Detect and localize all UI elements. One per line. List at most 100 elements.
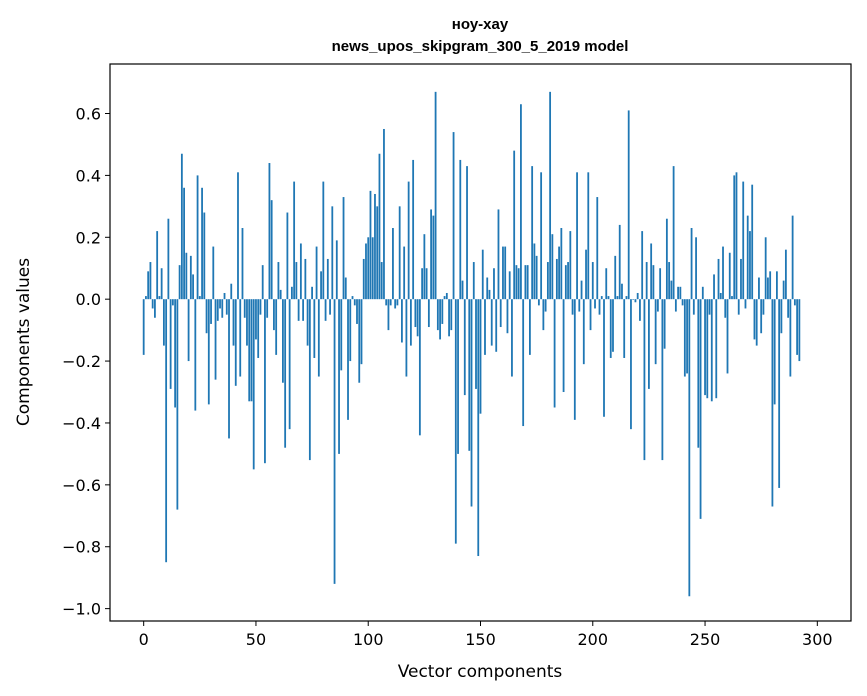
y-tick-label: −0.2 bbox=[62, 352, 101, 371]
bar-97 bbox=[360, 299, 363, 365]
bar-39 bbox=[230, 283, 233, 300]
bar-226 bbox=[650, 243, 653, 300]
bar-190 bbox=[569, 231, 572, 300]
bar-9 bbox=[162, 299, 165, 346]
bar-277 bbox=[764, 237, 767, 300]
bar-119 bbox=[409, 299, 412, 346]
bar-189 bbox=[567, 262, 569, 300]
bar-127 bbox=[427, 299, 430, 328]
bar-169 bbox=[522, 299, 525, 427]
bar-116 bbox=[403, 246, 406, 300]
bar-228 bbox=[654, 299, 657, 365]
bar-148 bbox=[475, 299, 477, 389]
bar-88 bbox=[340, 299, 343, 371]
bar-41 bbox=[234, 299, 237, 386]
bar-74 bbox=[308, 299, 311, 461]
bar-260 bbox=[726, 299, 729, 374]
bar-69 bbox=[297, 299, 300, 321]
bar-107 bbox=[383, 128, 385, 300]
bar-52 bbox=[259, 299, 262, 315]
bar-89 bbox=[342, 197, 345, 300]
bar-227 bbox=[652, 265, 655, 300]
bar-28 bbox=[205, 299, 208, 334]
bar-207 bbox=[607, 296, 610, 300]
bar-31 bbox=[212, 246, 215, 300]
bar-105 bbox=[378, 153, 381, 300]
bar-153 bbox=[486, 277, 489, 300]
bar-180 bbox=[546, 262, 549, 300]
bar-242 bbox=[686, 299, 688, 374]
bar-85 bbox=[333, 299, 336, 584]
bar-24 bbox=[196, 175, 199, 300]
plot-frame bbox=[109, 63, 852, 622]
bar-36 bbox=[223, 292, 226, 300]
bar-118 bbox=[407, 181, 410, 300]
bar-103 bbox=[374, 193, 376, 300]
y-tick-label: 0.4 bbox=[76, 166, 101, 185]
bar-247 bbox=[697, 299, 700, 448]
y-tick-label: −1.0 bbox=[62, 600, 101, 619]
bar-218 bbox=[632, 299, 635, 300]
bar-215 bbox=[625, 296, 628, 300]
bar-22 bbox=[192, 274, 194, 300]
bar-162 bbox=[506, 299, 509, 334]
x-tick-label: 0 bbox=[139, 630, 149, 649]
bar-35 bbox=[221, 299, 224, 318]
bar-263 bbox=[733, 175, 736, 300]
bar-271 bbox=[751, 184, 754, 300]
y-tick-label: −0.8 bbox=[62, 538, 101, 557]
bar-135 bbox=[445, 292, 448, 300]
bar-80 bbox=[322, 181, 325, 300]
bar-140 bbox=[457, 299, 459, 454]
bar-68 bbox=[295, 262, 298, 300]
bar-11 bbox=[167, 218, 170, 300]
bar-262 bbox=[731, 296, 733, 300]
bar-138 bbox=[452, 132, 455, 300]
bar-240 bbox=[681, 299, 684, 306]
bar-257 bbox=[719, 292, 722, 300]
x-axis-ticks: 0 50 100 150 200 250 300 bbox=[139, 621, 833, 649]
bar-111 bbox=[392, 228, 394, 300]
bar-253 bbox=[710, 299, 713, 402]
bar-154 bbox=[488, 289, 491, 300]
bar-47 bbox=[248, 299, 251, 402]
bar-108 bbox=[385, 299, 388, 306]
bar-290 bbox=[793, 299, 796, 306]
bar-235 bbox=[670, 280, 673, 300]
bar-168 bbox=[520, 104, 522, 300]
y-tick-label: −0.4 bbox=[62, 414, 101, 433]
x-tick-label: 150 bbox=[465, 630, 496, 649]
bar-42 bbox=[237, 172, 239, 300]
bar-155 bbox=[490, 299, 493, 346]
bar-46 bbox=[246, 299, 248, 346]
bar-284 bbox=[780, 299, 783, 334]
bar-222 bbox=[641, 231, 644, 300]
bar-71 bbox=[302, 299, 305, 321]
bar-181 bbox=[549, 91, 552, 300]
bar-117 bbox=[405, 299, 408, 377]
bar-76 bbox=[313, 299, 316, 358]
bar-73 bbox=[306, 299, 309, 346]
bar-91 bbox=[347, 299, 349, 420]
bar-60 bbox=[277, 262, 280, 300]
bar-150 bbox=[479, 299, 482, 414]
bar-8 bbox=[160, 268, 163, 300]
bar-175 bbox=[535, 255, 538, 300]
bar-124 bbox=[421, 268, 424, 300]
bar-32 bbox=[214, 299, 217, 380]
bar-266 bbox=[740, 258, 742, 300]
bar-75 bbox=[311, 286, 313, 300]
bar-267 bbox=[742, 181, 745, 300]
bar-38 bbox=[228, 299, 230, 439]
bar-34 bbox=[219, 299, 221, 309]
bar-131 bbox=[436, 299, 439, 331]
bar-121 bbox=[414, 299, 417, 328]
bar-231 bbox=[661, 299, 664, 461]
bar-series bbox=[142, 91, 801, 597]
bar-104 bbox=[376, 206, 379, 300]
bar-157 bbox=[495, 299, 498, 352]
y-tick-label: −0.6 bbox=[62, 476, 101, 495]
bar-269 bbox=[746, 215, 749, 300]
bar-281 bbox=[773, 299, 776, 405]
